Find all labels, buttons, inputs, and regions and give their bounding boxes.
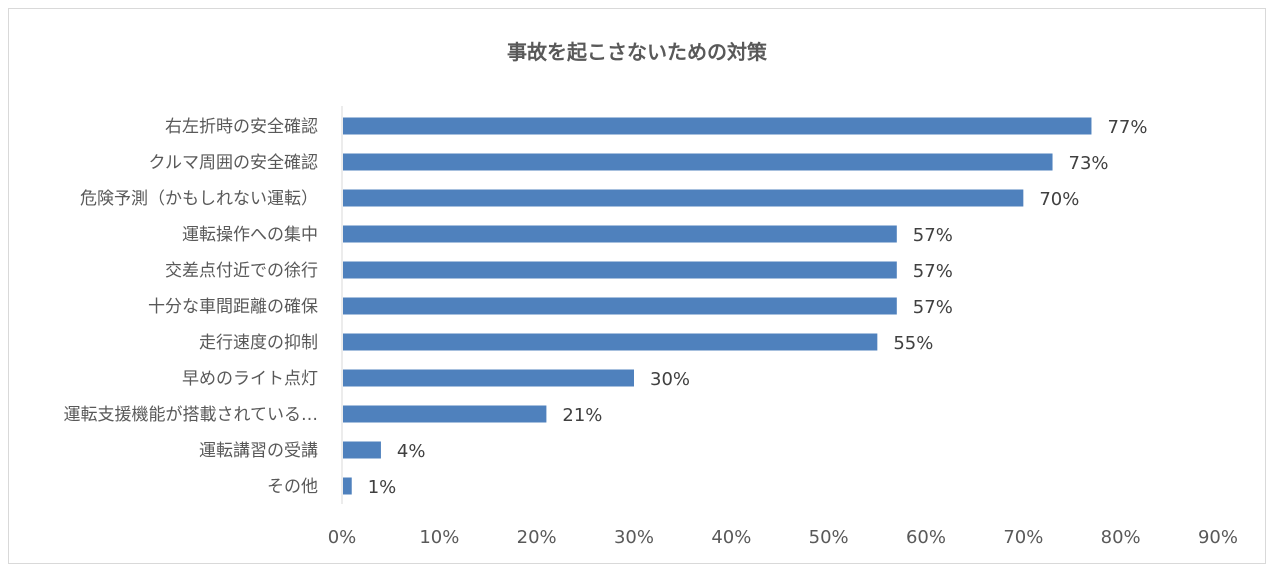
category-label: 十分な車間距離の確保 <box>148 297 318 317</box>
data-label: 4% <box>397 441 426 462</box>
category-label: 危険予測（かもしれない運転） <box>80 189 318 209</box>
bar <box>343 153 1053 171</box>
data-label: 55% <box>893 333 933 354</box>
category-label: 早めのライト点灯 <box>182 369 318 389</box>
bar <box>343 261 897 279</box>
category-label: 運転支援機能が搭載されている… <box>64 405 319 425</box>
category-label: 右左折時の安全確認 <box>165 117 318 137</box>
bar <box>343 369 634 387</box>
data-label: 57% <box>913 261 953 282</box>
category-label: 運転操作への集中 <box>182 225 318 245</box>
data-label: 1% <box>368 477 397 498</box>
x-tick-label: 0% <box>328 527 357 548</box>
bar <box>343 117 1092 135</box>
category-label: 交差点付近での徐行 <box>165 261 318 281</box>
category-label: クルマ周囲の安全確認 <box>149 153 319 173</box>
data-label: 73% <box>1069 153 1109 174</box>
x-tick-label: 90% <box>1198 527 1238 548</box>
category-label: 走行速度の抑制 <box>199 333 318 353</box>
bar <box>343 297 897 315</box>
data-label: 21% <box>562 405 602 426</box>
category-label: 運転講習の受講 <box>199 441 318 461</box>
chart-frame <box>8 8 1266 564</box>
x-tick-label: 70% <box>1003 527 1043 548</box>
bar <box>343 405 547 423</box>
category-label: その他 <box>267 477 318 497</box>
data-label: 57% <box>913 225 953 246</box>
chart-title: 事故を起こさないための対策 <box>507 40 767 64</box>
bar <box>343 189 1024 207</box>
data-label: 77% <box>1107 117 1147 138</box>
x-tick-label: 20% <box>517 527 557 548</box>
x-tick-label: 10% <box>419 527 459 548</box>
x-tick-label: 60% <box>906 527 946 548</box>
x-tick-label: 80% <box>1101 527 1141 548</box>
x-tick-label: 50% <box>809 527 849 548</box>
x-tick-label: 40% <box>711 527 751 548</box>
data-label: 57% <box>913 297 953 318</box>
bar <box>343 477 352 495</box>
data-label: 30% <box>650 369 690 390</box>
x-tick-label: 30% <box>614 527 654 548</box>
data-label: 70% <box>1039 189 1079 210</box>
bar <box>343 333 878 351</box>
bar <box>343 441 381 459</box>
bar <box>343 225 897 243</box>
